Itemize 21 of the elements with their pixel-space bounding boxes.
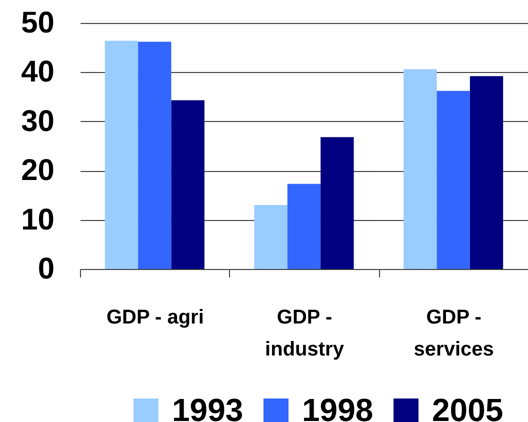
- bar: [171, 100, 204, 269]
- legend-label: 2005: [432, 392, 504, 422]
- bar: [104, 40, 138, 269]
- bar: [470, 76, 504, 269]
- y-tick-label: 30: [21, 104, 54, 138]
- legend-label: 1993: [172, 392, 244, 422]
- y-tick-label: 40: [21, 56, 54, 89]
- y-tick-label: 20: [21, 154, 54, 188]
- bar: [287, 184, 321, 269]
- legend-label: 1998: [302, 392, 374, 422]
- bar: [436, 90, 470, 269]
- x-tick-label: GDP - industry: [265, 306, 345, 360]
- bar: [404, 69, 437, 269]
- bar: [254, 205, 288, 269]
- bar: [320, 137, 354, 269]
- x-tick-label: GDP - agri: [106, 306, 204, 328]
- bar: [138, 42, 172, 269]
- y-tick-label: 50: [21, 6, 54, 40]
- y-tick-label: 0: [38, 252, 54, 286]
- x-tick-label: GDP - services: [414, 306, 494, 360]
- y-tick-label: 10: [21, 203, 54, 236]
